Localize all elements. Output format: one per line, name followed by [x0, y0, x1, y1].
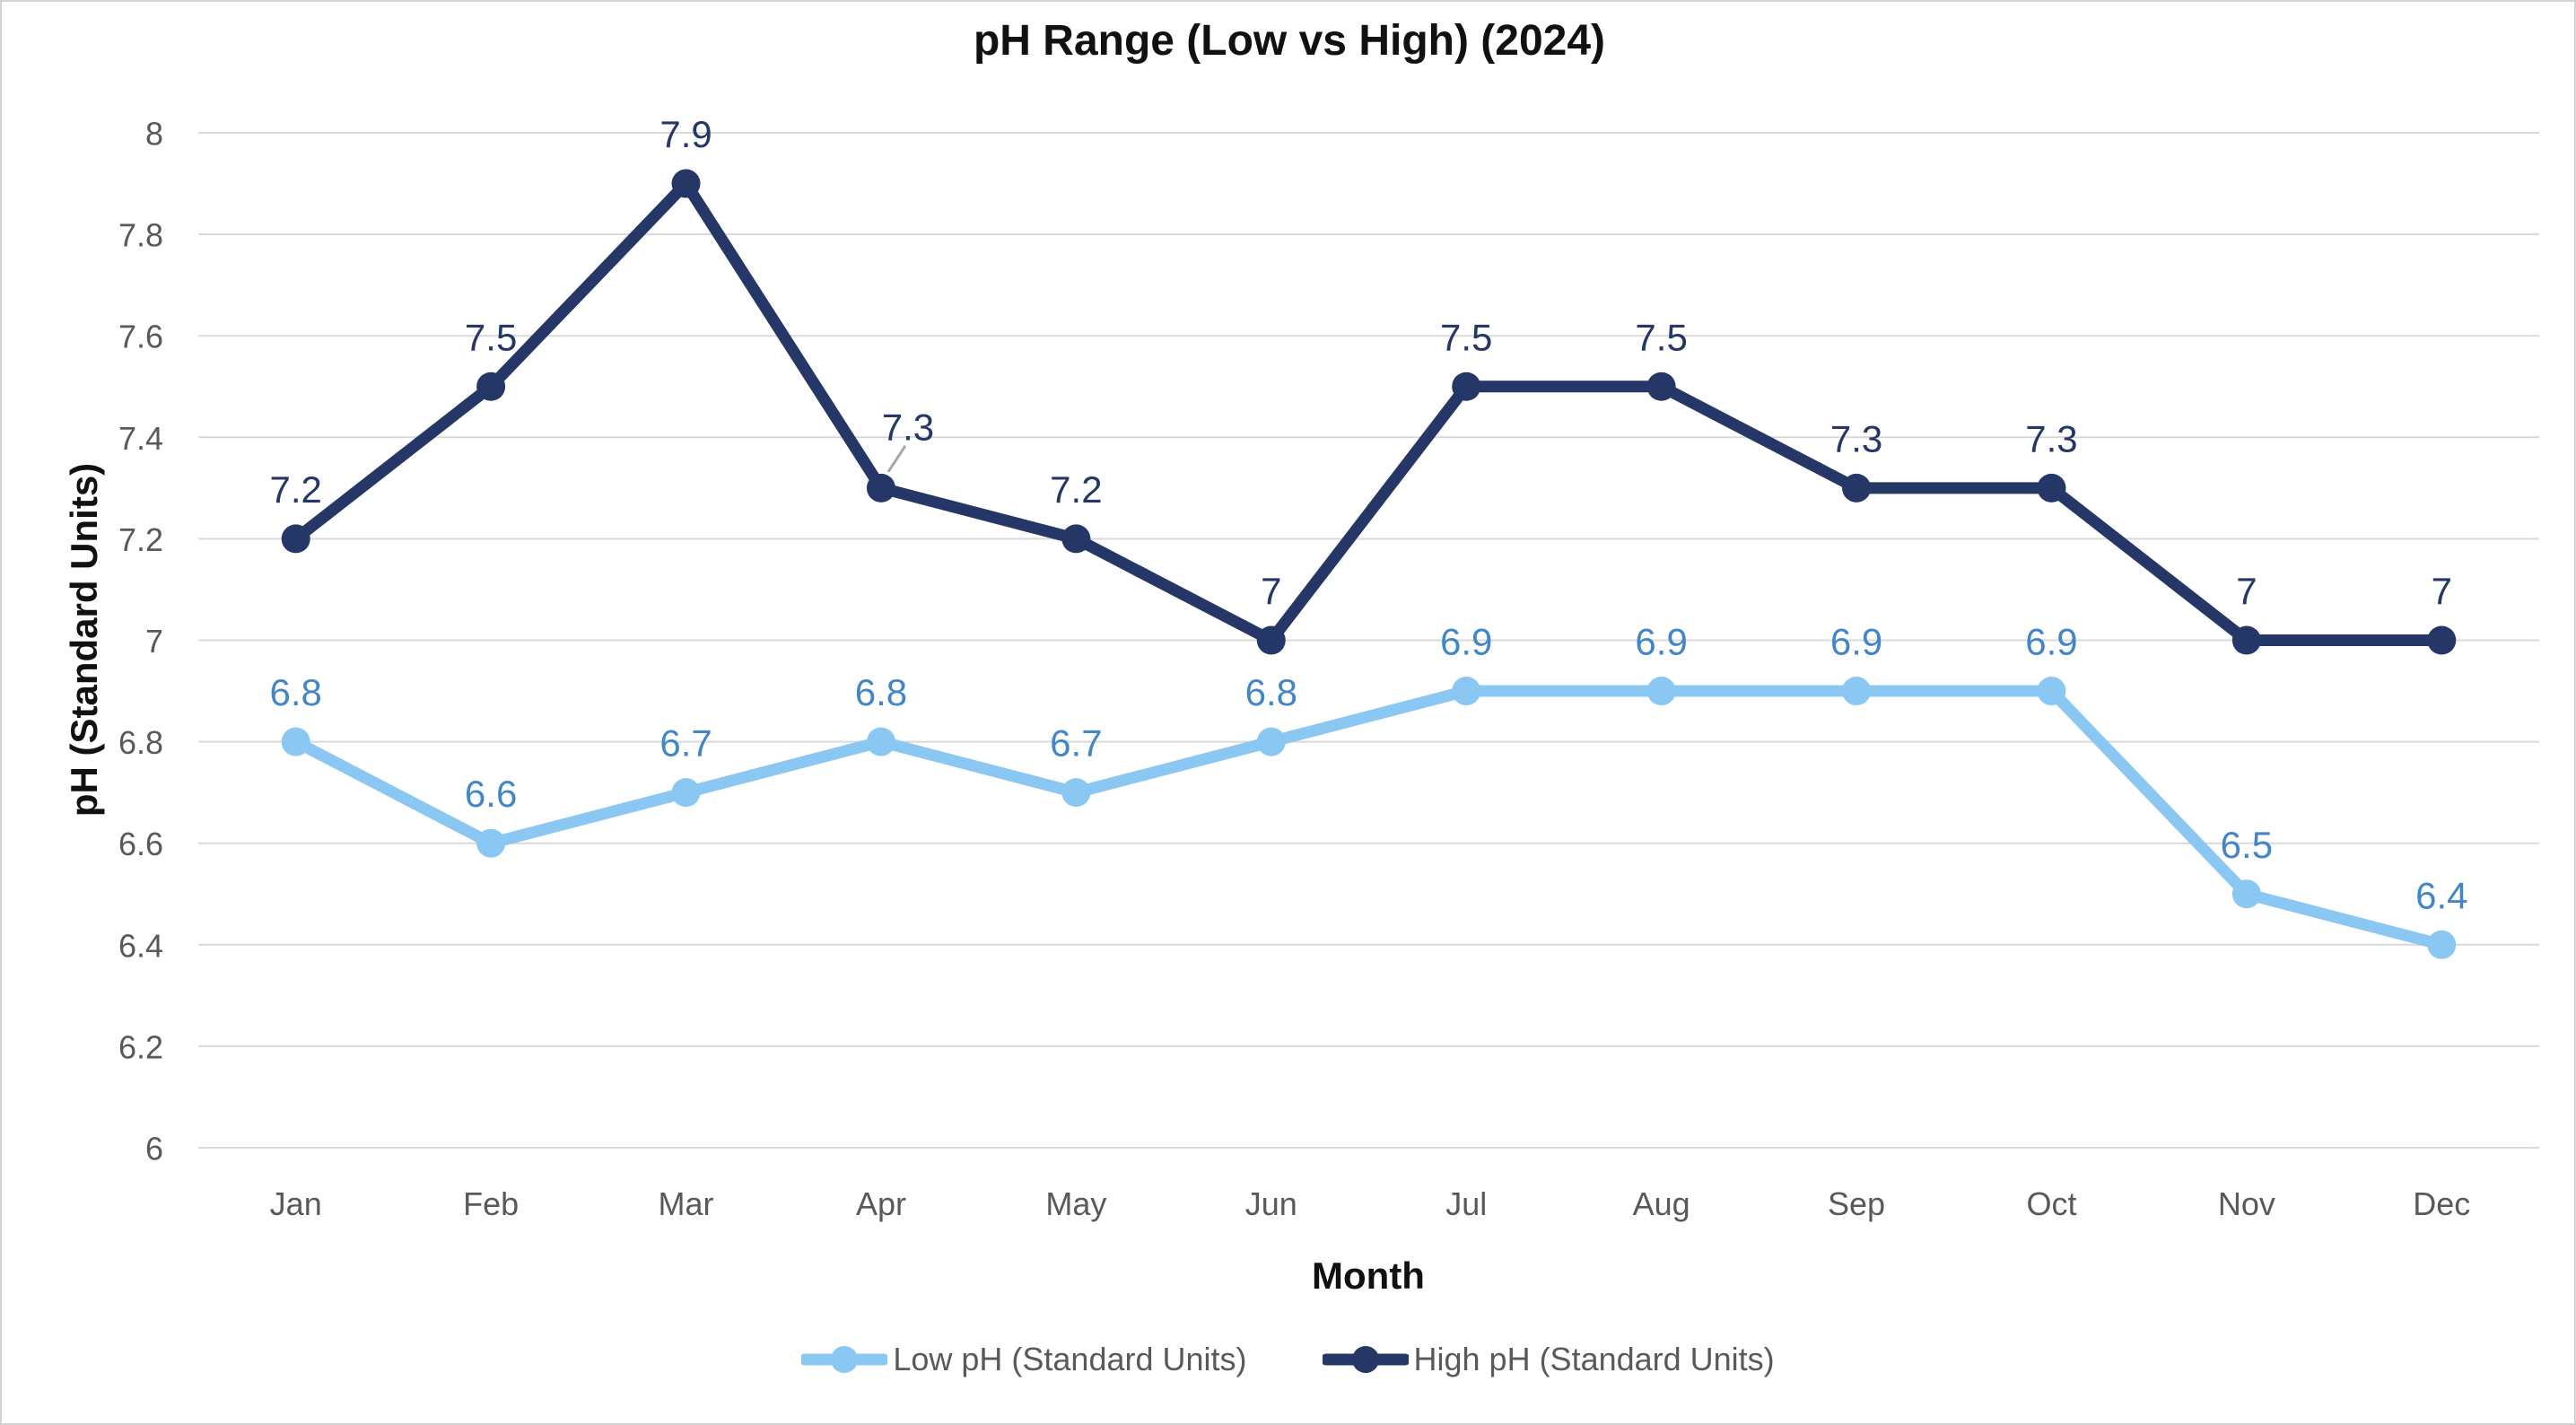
- x-tick-label: Feb: [463, 1185, 519, 1222]
- data-point-marker: [2037, 677, 2066, 706]
- label-leader-line: [886, 445, 907, 473]
- data-point-marker: [2231, 879, 2261, 909]
- data-point-marker: [2231, 625, 2261, 655]
- data-label: 6.7: [659, 722, 712, 765]
- y-tick-label: 8: [145, 116, 163, 153]
- x-tick-label: May: [1045, 1185, 1106, 1222]
- data-label: 7: [2236, 570, 2257, 612]
- data-label: 7.9: [659, 113, 712, 155]
- y-tick-label: 7.2: [118, 521, 163, 558]
- data-point-marker: [1452, 677, 1481, 706]
- legend: Low pH (Standard Units) High pH (Standar…: [2, 1341, 2574, 1378]
- y-tick-label: 6.4: [118, 927, 163, 964]
- legend-entry-high: High pH (Standard Units): [1322, 1341, 1775, 1378]
- legend-line-marker-icon: [1322, 1346, 1409, 1373]
- data-label: 7.5: [1635, 316, 1687, 358]
- data-point-marker: [866, 473, 895, 503]
- series-line-high: [290, 178, 2448, 646]
- data-point-marker: [476, 828, 506, 858]
- y-tick-label: 7.8: [118, 217, 163, 254]
- data-point-marker: [281, 524, 310, 554]
- data-point-marker: [1256, 625, 1286, 655]
- data-point-marker: [866, 727, 895, 756]
- x-tick-label: Nov: [2218, 1185, 2275, 1222]
- data-label: 6.9: [2025, 621, 2077, 663]
- data-label: 7.2: [1050, 468, 1102, 511]
- data-label: 6.9: [1635, 621, 1687, 663]
- data-label: 7.3: [1830, 417, 1882, 459]
- legend-label-low: Low pH (Standard Units): [893, 1341, 1247, 1377]
- data-point-marker: [1061, 524, 1091, 554]
- chart-title: pH Range (Low vs High) (2024): [973, 17, 1606, 65]
- y-tick-label: 6: [145, 1131, 163, 1167]
- data-point-marker: [1452, 372, 1481, 401]
- y-tick-label: 7: [145, 623, 163, 660]
- legend-label-high: High pH (Standard Units): [1413, 1341, 1775, 1377]
- data-label: 6.8: [270, 671, 322, 713]
- x-tick-label: Dec: [2413, 1185, 2470, 1222]
- data-point-marker: [2427, 930, 2457, 959]
- data-point-marker: [671, 778, 701, 808]
- data-point-marker: [1842, 677, 1872, 706]
- data-label: 6.6: [465, 773, 517, 815]
- data-point-marker: [281, 727, 310, 756]
- data-label: 7: [1261, 570, 1281, 612]
- x-tick-label: Mar: [659, 1185, 714, 1222]
- data-label: 7.3: [2025, 417, 2077, 459]
- data-label: 7.2: [270, 468, 322, 511]
- data-label: 6.8: [855, 671, 907, 713]
- data-point-marker: [1646, 372, 1676, 401]
- data-label: 6.4: [2415, 874, 2467, 916]
- series-line-low: [290, 685, 2448, 951]
- data-point-marker: [476, 372, 506, 401]
- data-point-marker: [671, 169, 701, 198]
- data-label: 7.5: [1440, 316, 1492, 358]
- x-tick-label: Jun: [1245, 1185, 1297, 1222]
- x-tick-label: Jul: [1445, 1185, 1487, 1222]
- y-tick-label: 7.6: [118, 319, 163, 355]
- data-point-marker: [1061, 778, 1091, 808]
- data-point-marker: [1646, 677, 1676, 706]
- data-label: 6.8: [1245, 671, 1297, 713]
- x-tick-label: Jan: [270, 1185, 322, 1222]
- data-point-marker: [1842, 473, 1872, 503]
- x-tick-label: Oct: [2026, 1185, 2076, 1222]
- y-tick-label: 6.8: [118, 724, 163, 761]
- data-point-marker: [2427, 625, 2457, 655]
- x-tick-label: Apr: [856, 1185, 906, 1222]
- x-tick-label: Sep: [1828, 1185, 1885, 1222]
- x-tick-label: Aug: [1633, 1185, 1690, 1222]
- data-point-marker: [1256, 727, 1286, 756]
- legend-entry-low: Low pH (Standard Units): [801, 1341, 1247, 1378]
- y-tick-label: 6.2: [118, 1028, 163, 1065]
- data-label: 7: [2432, 570, 2452, 612]
- data-label: 7.3: [882, 406, 934, 448]
- data-label: 6.5: [2221, 824, 2273, 866]
- data-label: 6.9: [1440, 621, 1492, 663]
- data-point-marker: [2037, 473, 2066, 503]
- data-label: 7.5: [465, 316, 517, 358]
- data-label: 6.7: [1050, 722, 1102, 765]
- y-tick-label: 7.4: [118, 420, 163, 457]
- y-tick-label: 6.6: [118, 826, 163, 862]
- data-label: 6.9: [1830, 621, 1882, 663]
- legend-line-marker-icon: [801, 1346, 888, 1373]
- x-axis-title: Month: [1312, 1255, 1425, 1297]
